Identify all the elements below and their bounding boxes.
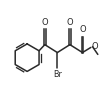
Text: O: O (79, 25, 86, 34)
Text: Br: Br (53, 70, 62, 79)
Text: O: O (67, 17, 73, 27)
Text: O: O (42, 17, 48, 27)
Text: O: O (91, 43, 98, 51)
